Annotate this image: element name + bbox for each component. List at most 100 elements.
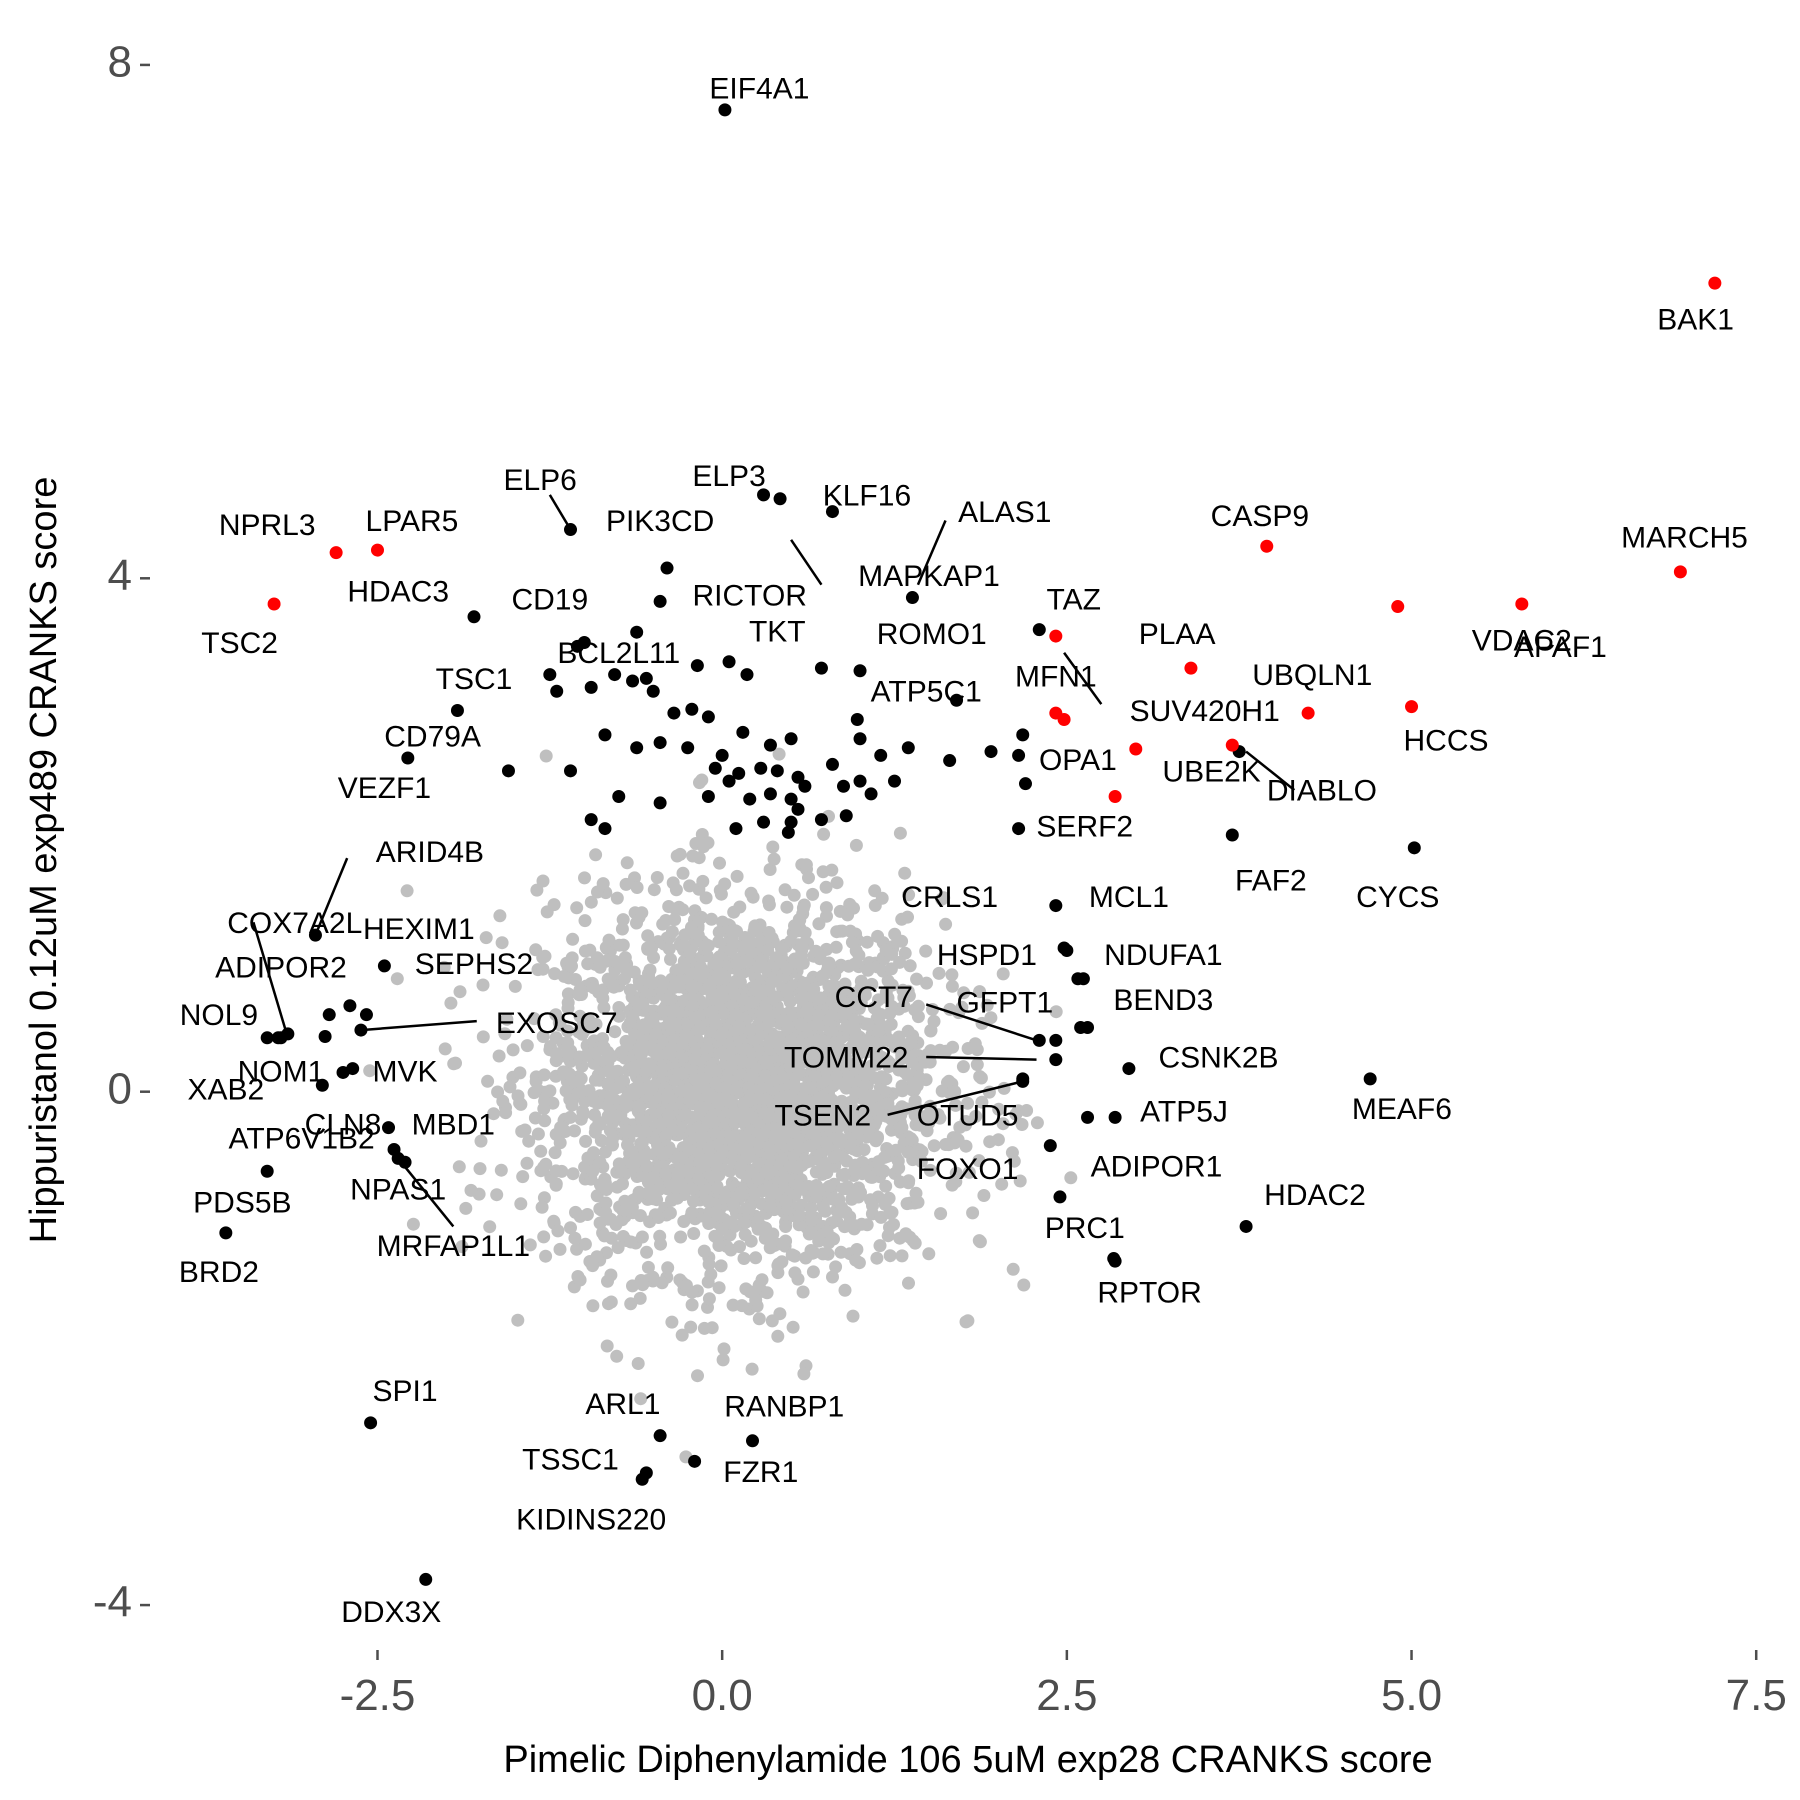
significant-point [584, 680, 598, 694]
background-point [884, 962, 898, 976]
background-point [733, 1240, 746, 1254]
background-point [786, 1320, 800, 1334]
background-point [531, 1127, 545, 1141]
background-point [570, 901, 584, 915]
background-point [712, 1281, 726, 1295]
labeled-point [1043, 1139, 1057, 1153]
background-point [573, 1273, 587, 1287]
gene-label: ROMO1 [877, 618, 987, 651]
labeled-point [1049, 1033, 1063, 1047]
gene-label: ELP6 [503, 464, 576, 497]
background-point [537, 1102, 551, 1116]
significant-point [754, 761, 768, 775]
background-point [645, 942, 658, 955]
background-point [820, 964, 834, 978]
background-point [927, 1014, 941, 1028]
background-point [616, 913, 630, 927]
background-point [630, 916, 643, 930]
background-point [618, 951, 632, 965]
background-point [945, 979, 959, 993]
gene-label: SEPHS2 [415, 948, 533, 981]
background-point [444, 996, 458, 1010]
background-point [752, 1155, 766, 1169]
background-point [1007, 1154, 1021, 1168]
gene-label: CD79A [384, 721, 481, 754]
background-point [499, 1106, 513, 1120]
background-point [902, 1276, 915, 1290]
gene-label: PLAA [1139, 618, 1216, 651]
gene-label: TAZ [1047, 583, 1101, 616]
background-point [768, 1073, 782, 1087]
background-point [610, 891, 624, 905]
labeled-point [1053, 1190, 1067, 1204]
background-point [473, 1162, 487, 1176]
background-point [748, 1187, 762, 1200]
background-point [744, 946, 758, 960]
background-point [579, 1134, 593, 1148]
background-point [536, 1030, 550, 1043]
background-point [854, 974, 868, 988]
background-point [766, 1227, 780, 1241]
background-point [476, 1030, 490, 1044]
gene-label: ADIPOR2 [215, 952, 347, 985]
background-point [568, 1124, 581, 1138]
background-point [508, 979, 522, 993]
background-point [640, 1159, 654, 1173]
background-point [609, 1218, 623, 1231]
background-point [805, 1213, 819, 1227]
significant-point [1016, 728, 1030, 742]
background-point [631, 1124, 645, 1138]
background-point [656, 977, 670, 991]
leader-line [252, 921, 290, 1039]
background-point [793, 1208, 806, 1222]
background-point [749, 1293, 763, 1307]
significant-point [850, 712, 864, 726]
highlighted-point [1673, 565, 1687, 579]
background-point [618, 1203, 632, 1217]
background-point [752, 1091, 766, 1105]
significant-point [732, 766, 746, 780]
y-tick-label: -4 [93, 1578, 132, 1627]
background-point [807, 1127, 821, 1141]
background-point [724, 1062, 738, 1076]
background-point [652, 1183, 666, 1197]
significant-point [784, 792, 798, 806]
background-point [910, 972, 924, 986]
gene-label: OTUD5 [917, 1099, 1019, 1132]
gene-label: GFPT1 [956, 986, 1053, 1019]
background-point [506, 1043, 520, 1057]
background-point [827, 1150, 841, 1164]
significant-point [784, 732, 798, 746]
y-tick-label: 8 [108, 38, 132, 87]
gene-label: ARL1 [585, 1388, 660, 1421]
background-point [576, 1108, 590, 1121]
background-point [765, 1314, 779, 1328]
background-point [453, 985, 467, 999]
labeled-point [688, 1454, 702, 1468]
background-point [900, 1197, 914, 1211]
background-point [714, 1259, 728, 1273]
background-point [738, 1042, 752, 1056]
gene-label: KLF16 [823, 479, 911, 512]
significant-point [853, 732, 867, 746]
background-point [843, 1139, 857, 1152]
gene-label: TKT [749, 615, 806, 648]
background-point [744, 886, 758, 900]
background-point [498, 1027, 512, 1041]
background-point [728, 987, 741, 1000]
significant-point [814, 813, 828, 827]
background-point [864, 1044, 878, 1058]
background-point [670, 1191, 684, 1205]
background-point [566, 1167, 580, 1181]
background-point [523, 1238, 537, 1252]
background-point [676, 903, 690, 917]
background-point [495, 936, 509, 950]
background-point [676, 1036, 689, 1050]
background-point [819, 901, 833, 915]
background-point [570, 1242, 584, 1256]
gene-label: TSC1 [436, 663, 513, 696]
x-tick-label: 7.5 [1726, 1671, 1787, 1720]
background-point [779, 1220, 793, 1233]
labeled-point [746, 1434, 760, 1448]
gene-label: RICTOR [693, 579, 807, 612]
